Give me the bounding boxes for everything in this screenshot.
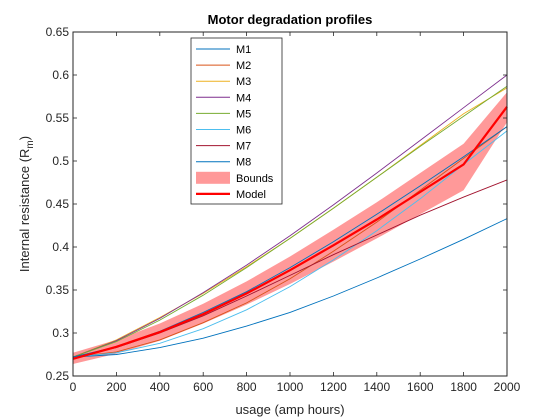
y-axis-label-subscript: m — [25, 140, 36, 148]
legend-label-m8: M8 — [236, 157, 251, 169]
x-tick-label: 200 — [106, 380, 126, 394]
series-line-m2 — [72, 126, 508, 358]
y-tick-label: 0.4 — [52, 240, 69, 254]
x-tick-label: 1000 — [277, 380, 304, 394]
legend-label-m4: M4 — [236, 92, 251, 104]
y-tick-label: 0.45 — [46, 197, 70, 211]
chart-title: Motor degradation profiles — [208, 12, 373, 27]
series-line-m6 — [72, 130, 508, 358]
y-tick-label: 0.3 — [52, 326, 69, 340]
x-tick-label: 400 — [150, 380, 170, 394]
x-tick-label: 1200 — [320, 380, 347, 394]
x-tick-label: 1400 — [363, 380, 390, 394]
y-axis-label-close: ) — [17, 136, 32, 140]
x-tick-label: 0 — [70, 380, 77, 394]
x-axis-label: usage (amp hours) — [235, 402, 344, 417]
x-tick-label: 1600 — [407, 380, 434, 394]
legend-items: M1 M2 M3 M4 M5 M6 M7 M8 Bounds Model — [196, 44, 274, 201]
y-tick-label: 0.35 — [46, 283, 70, 297]
y-tick-label: 0.25 — [46, 369, 70, 383]
y-axis-label: Internal resistance (Rm) — [17, 136, 36, 272]
legend-label-m1: M1 — [236, 44, 251, 56]
x-tick-label: 1800 — [450, 380, 477, 394]
legend-label-m2: M2 — [236, 60, 251, 72]
series-line-m1 — [72, 218, 508, 358]
x-tick-label: 800 — [237, 380, 257, 394]
series-line-m5 — [72, 85, 508, 358]
legend: M1 M2 M3 M4 M5 M6 M7 M8 Bounds Model — [190, 37, 283, 205]
y-tick-label: 0.5 — [52, 154, 69, 168]
series-line-m4 — [72, 74, 508, 358]
legend-label-m7: M7 — [236, 141, 251, 153]
series-line-model — [72, 106, 508, 360]
y-tick-label: 0.65 — [46, 25, 70, 39]
legend-label-m5: M5 — [236, 108, 251, 120]
tick-layer: 0 200 400 600 800 1000 1200 1400 1600 1800 2000 0.2… — [46, 25, 521, 394]
legend-label-m3: M3 — [236, 76, 251, 88]
x-tick-label: 2000 — [494, 380, 521, 394]
y-tick-label: 0.55 — [46, 111, 70, 125]
y-axis-label-main: Internal resistance (R — [17, 149, 32, 273]
plot-layer — [72, 74, 508, 364]
legend-label-m6: M6 — [236, 125, 251, 137]
y-tick-label: 0.6 — [52, 68, 69, 82]
legend-label-bounds: Bounds — [236, 173, 274, 185]
x-tick-label: 600 — [193, 380, 213, 394]
legend-label-model: Model — [236, 189, 266, 201]
legend-swatch-bounds — [196, 171, 230, 184]
